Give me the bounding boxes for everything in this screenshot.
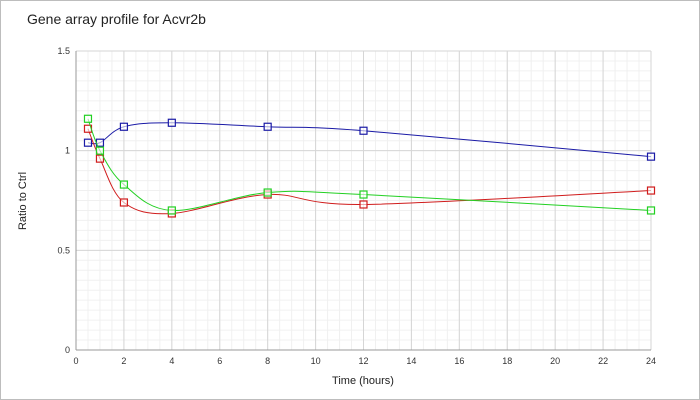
series-line (87, 128, 652, 215)
x-tick-label: 6 (217, 356, 222, 366)
grid (75, 50, 652, 351)
x-tick-label: 18 (502, 356, 512, 366)
data-point-marker (263, 122, 272, 131)
data-point-marker (95, 146, 105, 155)
data-point-marker (263, 188, 272, 197)
x-tick-label: 8 (265, 356, 270, 366)
data-point-marker (83, 138, 93, 147)
y-tick-label: 1 (65, 146, 70, 156)
data-point-marker (119, 198, 129, 207)
data-point-marker (359, 190, 368, 199)
data-point-marker (646, 152, 656, 161)
x-tick-label: 4 (169, 356, 174, 366)
data-point-marker (119, 122, 129, 131)
x-tick-label: 10 (311, 356, 321, 366)
series-1 (83, 118, 656, 161)
x-tick-label: 12 (358, 356, 368, 366)
x-tick-label: 0 (73, 356, 78, 366)
data-point-marker (119, 180, 129, 189)
series-line (87, 118, 652, 211)
x-tick-label: 16 (454, 356, 464, 366)
axes (75, 51, 651, 351)
x-tick-label: 14 (406, 356, 416, 366)
data-point-marker (359, 126, 368, 135)
chart-title: Gene array profile for Acvr2b (27, 11, 206, 27)
data-point-marker (359, 200, 368, 209)
y-tick-label: 0 (65, 345, 70, 355)
data-point-marker (167, 206, 176, 215)
data-point-marker (95, 154, 105, 163)
x-tick-label: 22 (598, 356, 608, 366)
x-axis-label: Time (hours) (332, 375, 394, 387)
y-tick-label: 1.5 (57, 46, 70, 56)
data-point-marker (167, 118, 176, 127)
y-tick-label: 0.5 (57, 245, 70, 255)
x-tick-label: 2 (121, 356, 126, 366)
series-line (87, 122, 652, 158)
series-3 (83, 114, 656, 215)
data-point-marker (646, 186, 656, 195)
data-point-marker (646, 206, 656, 215)
data-point-marker (83, 114, 93, 123)
series-layer (83, 114, 656, 218)
x-tick-label: 20 (550, 356, 560, 366)
x-tick-label: 24 (646, 356, 656, 366)
y-axis-label: Ratio to Ctrl (17, 172, 29, 230)
